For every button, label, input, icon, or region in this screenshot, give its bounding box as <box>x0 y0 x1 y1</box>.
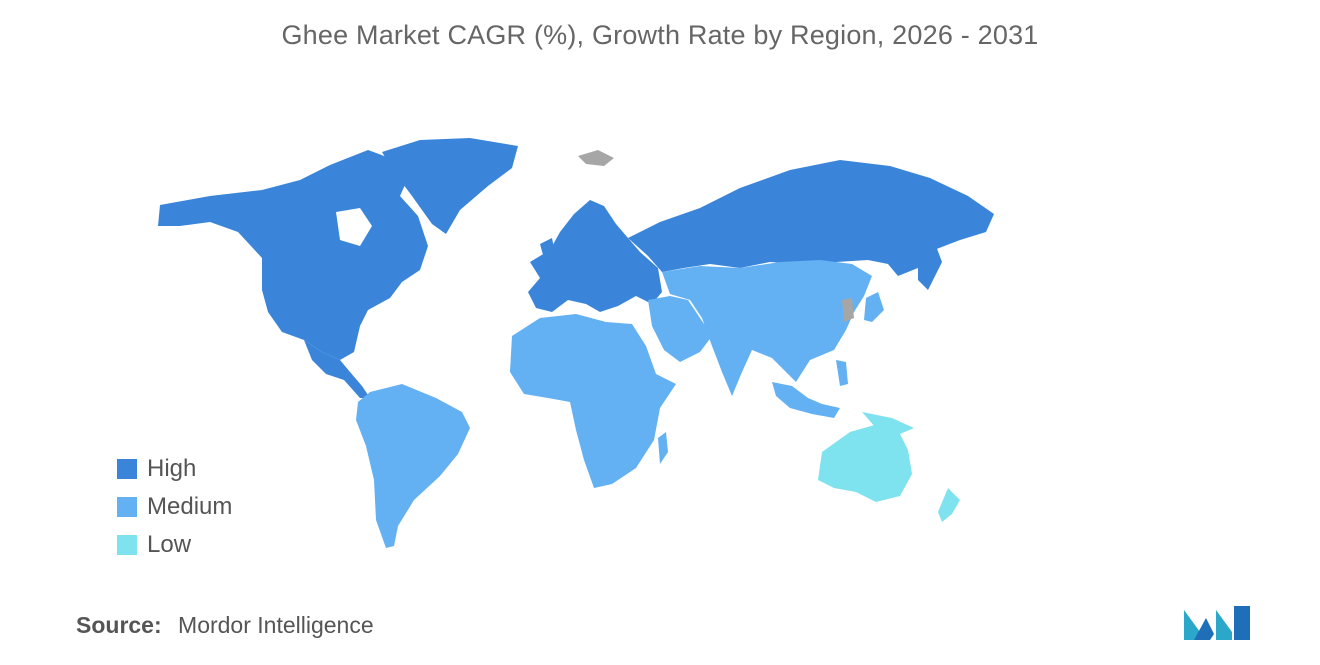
region-uk <box>540 238 556 266</box>
region-australia <box>818 424 912 502</box>
region-madagascar <box>658 432 668 464</box>
source-value: Mordor Intelligence <box>178 612 374 638</box>
region-new-zealand <box>938 488 960 522</box>
region-japan <box>864 292 884 322</box>
chart-title: Ghee Market CAGR (%), Growth Rate by Reg… <box>281 20 1039 50</box>
region-middle-east <box>648 296 712 362</box>
source-key: Source: <box>76 612 162 638</box>
region-russia <box>628 160 994 276</box>
legend-label-high: High <box>147 455 197 482</box>
legend: High Medium Low <box>117 450 232 564</box>
region-philippines <box>836 360 848 386</box>
region-low <box>818 412 960 522</box>
region-hudson-bay <box>336 208 372 246</box>
region-korea <box>842 298 854 322</box>
legend-swatch-low <box>117 535 137 555</box>
legend-item-high: High <box>117 450 232 488</box>
legend-item-medium: Medium <box>117 488 232 526</box>
legend-item-low: Low <box>117 526 232 564</box>
legend-swatch-medium <box>117 497 137 517</box>
region-south-america <box>356 384 470 548</box>
region-europe <box>528 200 662 312</box>
region-greenland <box>382 138 518 234</box>
region-africa <box>510 314 676 488</box>
region-svalbard <box>578 150 614 166</box>
region-new-guinea <box>862 412 914 434</box>
legend-label-medium: Medium <box>147 493 233 520</box>
region-no-data <box>578 150 854 322</box>
region-kamchatka <box>918 246 942 290</box>
region-southeast-asia <box>772 382 840 418</box>
region-north-america <box>158 150 428 360</box>
legend-label-low: Low <box>147 531 192 558</box>
region-central-america <box>304 340 370 398</box>
region-high <box>158 138 994 398</box>
source-note: Source: Mordor Intelligence <box>76 612 374 639</box>
mordor-logo-icon <box>1184 606 1250 640</box>
legend-swatch-high <box>117 459 137 479</box>
region-medium <box>356 260 884 548</box>
region-asia <box>662 260 872 396</box>
